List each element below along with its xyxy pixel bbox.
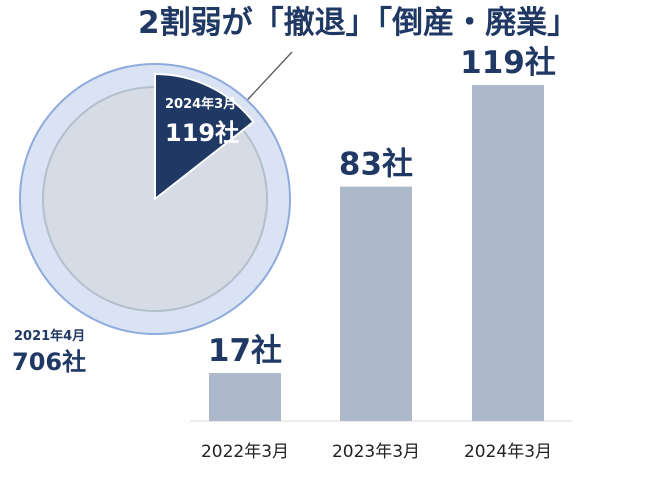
bar-value-label: 119社	[460, 45, 556, 81]
bar-2023年3月	[340, 186, 412, 421]
bar-value-label: 17社	[208, 333, 282, 369]
pie-rest-value: 706社	[12, 348, 86, 376]
pie-chart: 2024年3月 119社 2021年4月 706社	[12, 63, 291, 376]
category-label: 2022年3月	[201, 442, 289, 462]
category-label: 2023年3月	[332, 442, 420, 462]
bar-value-label: 83社	[339, 147, 413, 183]
chart-title: 2割弱が「撤退」「倒産・廃業」	[138, 5, 578, 41]
pie-rest-label: 2021年4月	[14, 328, 85, 344]
bar-2022年3月	[209, 373, 281, 421]
category-label: 2024年3月	[464, 442, 552, 462]
pie-highlight-value: 119社	[165, 119, 239, 147]
pie-highlight-label: 2024年3月	[165, 96, 236, 112]
bar-chart: 17社 2022年3月 83社 2023年3月 119社 2024年3月	[190, 45, 572, 462]
pie-slice-highlight	[154, 72, 255, 202]
bar-2024年3月	[472, 85, 544, 421]
